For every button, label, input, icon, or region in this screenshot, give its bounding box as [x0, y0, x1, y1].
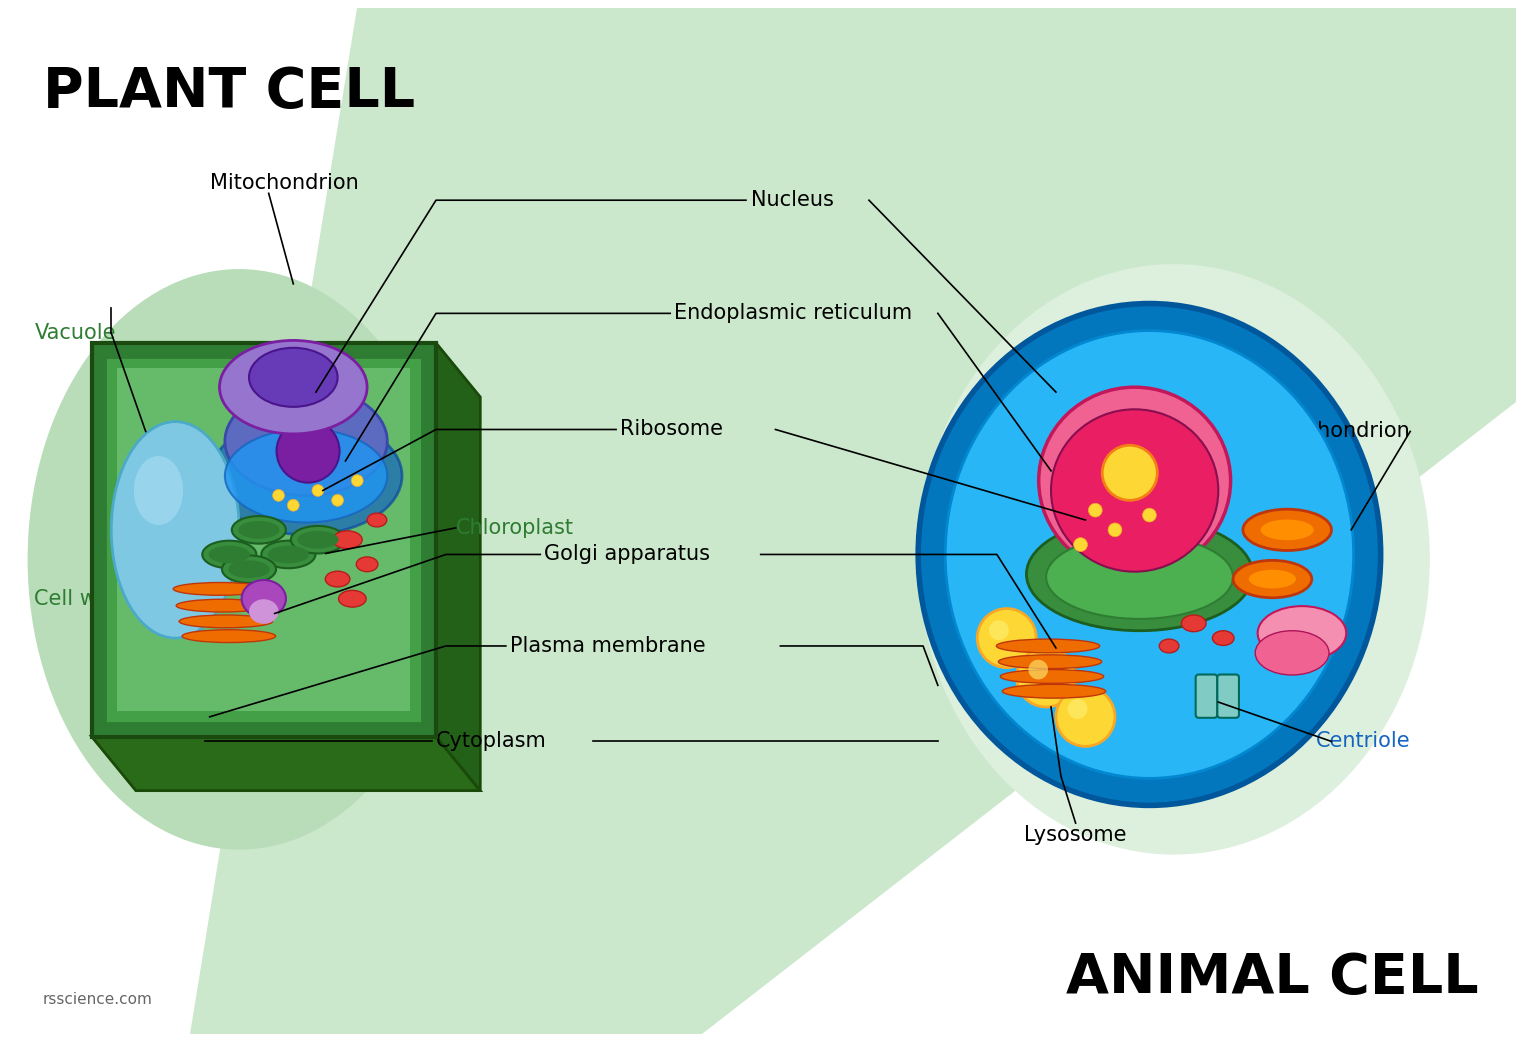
Ellipse shape [1027, 518, 1253, 630]
Ellipse shape [134, 456, 183, 525]
Circle shape [1068, 699, 1088, 719]
Ellipse shape [998, 654, 1102, 669]
Text: PLANT CELL: PLANT CELL [43, 66, 416, 120]
Ellipse shape [356, 556, 377, 572]
Text: ANIMAL CELL: ANIMAL CELL [1067, 951, 1479, 1006]
Circle shape [1028, 660, 1048, 679]
Circle shape [1108, 523, 1122, 537]
Circle shape [1016, 648, 1076, 706]
Circle shape [287, 499, 299, 512]
Ellipse shape [261, 541, 315, 568]
Ellipse shape [1001, 670, 1103, 684]
Text: Plasma membrane: Plasma membrane [510, 636, 706, 656]
Ellipse shape [996, 639, 1100, 653]
FancyBboxPatch shape [1196, 674, 1218, 718]
FancyBboxPatch shape [105, 356, 422, 723]
Ellipse shape [112, 422, 240, 638]
Ellipse shape [1258, 606, 1346, 661]
Ellipse shape [946, 330, 1354, 778]
Polygon shape [701, 402, 1516, 1034]
Ellipse shape [225, 388, 387, 495]
Ellipse shape [182, 629, 275, 643]
Circle shape [1056, 688, 1115, 746]
Ellipse shape [225, 429, 387, 522]
Text: Centriole: Centriole [1316, 731, 1410, 751]
Ellipse shape [1181, 615, 1206, 631]
Ellipse shape [1261, 520, 1314, 540]
Ellipse shape [1002, 685, 1106, 698]
Ellipse shape [249, 599, 278, 624]
Text: Cell wall: Cell wall [35, 589, 122, 609]
Circle shape [312, 485, 324, 496]
Polygon shape [435, 343, 480, 791]
Circle shape [277, 420, 339, 482]
Ellipse shape [918, 265, 1430, 854]
Ellipse shape [333, 530, 362, 548]
Ellipse shape [209, 546, 251, 564]
Circle shape [351, 475, 364, 487]
Polygon shape [189, 8, 1516, 1034]
Ellipse shape [267, 546, 309, 564]
Circle shape [272, 490, 284, 501]
Ellipse shape [1242, 510, 1331, 550]
Polygon shape [12, 8, 358, 500]
Ellipse shape [222, 555, 277, 582]
Ellipse shape [232, 516, 286, 544]
Ellipse shape [249, 348, 338, 406]
Ellipse shape [298, 530, 339, 548]
Circle shape [1143, 508, 1157, 522]
Text: Lysosome: Lysosome [1024, 825, 1126, 845]
Circle shape [1074, 538, 1088, 551]
Ellipse shape [176, 599, 269, 612]
Ellipse shape [918, 303, 1381, 805]
Ellipse shape [1039, 388, 1230, 574]
Text: Nucleus: Nucleus [750, 191, 834, 210]
Text: Chloroplast: Chloroplast [455, 518, 573, 538]
Ellipse shape [325, 571, 350, 587]
Text: Golgi apparatus: Golgi apparatus [544, 545, 711, 565]
Ellipse shape [228, 561, 269, 578]
Ellipse shape [220, 341, 367, 433]
Circle shape [989, 620, 1008, 640]
Ellipse shape [339, 591, 367, 607]
Ellipse shape [1254, 630, 1329, 675]
Ellipse shape [202, 541, 257, 568]
Circle shape [1088, 503, 1102, 517]
Ellipse shape [238, 521, 280, 539]
Ellipse shape [1051, 410, 1218, 572]
Ellipse shape [1233, 561, 1311, 598]
Ellipse shape [28, 269, 451, 849]
Polygon shape [92, 737, 480, 791]
Text: Cytoplasm: Cytoplasm [435, 731, 547, 751]
Circle shape [1102, 445, 1157, 500]
Text: Mitochondrion: Mitochondrion [1262, 421, 1410, 442]
Ellipse shape [179, 615, 272, 627]
Ellipse shape [211, 417, 402, 535]
FancyBboxPatch shape [1218, 674, 1239, 718]
Text: Ribosome: Ribosome [620, 420, 723, 440]
Ellipse shape [1047, 536, 1233, 619]
Ellipse shape [1248, 570, 1296, 589]
FancyBboxPatch shape [92, 343, 435, 737]
Circle shape [332, 495, 344, 506]
Circle shape [978, 609, 1036, 668]
Text: rsscience.com: rsscience.com [43, 992, 153, 1008]
Ellipse shape [241, 580, 286, 618]
Text: Endoplasmic reticulum: Endoplasmic reticulum [674, 303, 912, 323]
Text: Mitochondrion: Mitochondrion [209, 173, 359, 194]
Ellipse shape [1212, 630, 1235, 645]
Text: Vacuole: Vacuole [35, 323, 116, 343]
Ellipse shape [367, 513, 387, 527]
FancyBboxPatch shape [118, 369, 411, 711]
Ellipse shape [290, 526, 345, 553]
Ellipse shape [173, 582, 267, 595]
Ellipse shape [1160, 639, 1180, 653]
